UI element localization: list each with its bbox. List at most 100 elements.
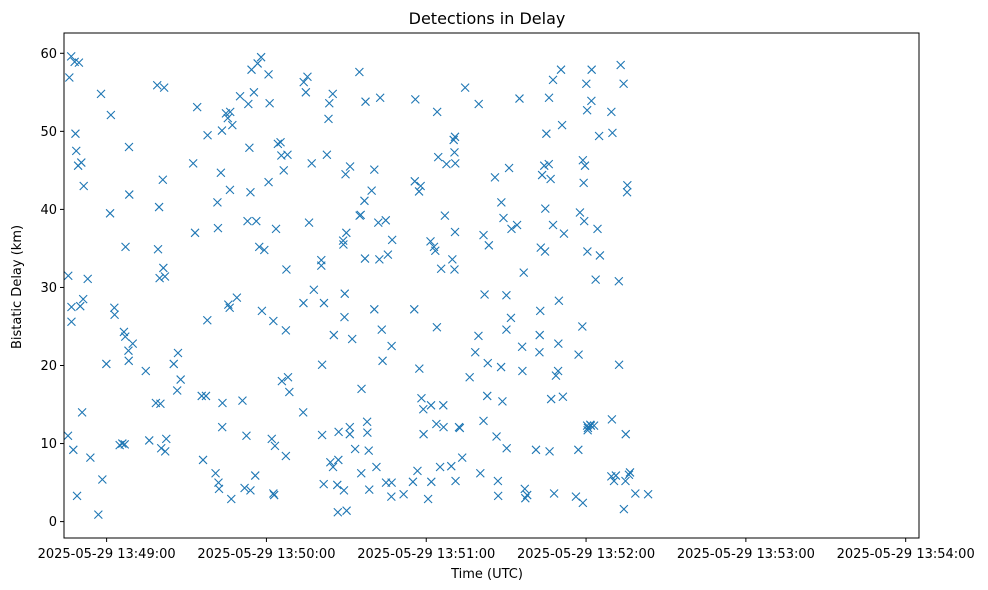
x-tick-label: 2025-05-29 13:53:00 (677, 547, 815, 562)
data-point (607, 414, 617, 424)
data-point (479, 230, 488, 240)
data-point (414, 364, 424, 374)
data-point (575, 208, 585, 217)
data-point (303, 72, 312, 82)
data-point (356, 210, 366, 220)
data-point (544, 93, 554, 103)
data-point (120, 439, 130, 449)
data-point (643, 489, 653, 499)
data-point (535, 330, 545, 340)
data-point (225, 107, 235, 117)
data-point (450, 227, 460, 237)
data-point (408, 477, 418, 487)
data-point (502, 325, 511, 334)
data-point (242, 431, 251, 441)
data-point (105, 208, 115, 218)
data-point (144, 436, 154, 445)
data-point (522, 490, 532, 500)
data-point (71, 146, 81, 156)
data-point (586, 96, 596, 106)
data-point (583, 425, 593, 435)
data-point (573, 445, 583, 455)
data-point (79, 181, 89, 191)
data-point (553, 366, 563, 376)
data-point (450, 132, 460, 142)
data-point (616, 60, 626, 70)
data-point (240, 483, 249, 493)
data-point (451, 476, 460, 486)
data-point (435, 462, 445, 472)
data-point (298, 407, 308, 417)
data-point (319, 298, 329, 308)
y-tick-label: 50 (40, 125, 57, 140)
data-point (106, 110, 116, 120)
data-point (160, 446, 170, 456)
data-point (433, 152, 443, 162)
data-point (124, 346, 133, 356)
data-point (227, 120, 237, 130)
data-point (614, 360, 624, 370)
data-point (438, 400, 448, 410)
data-point (479, 416, 488, 426)
data-point (153, 244, 163, 254)
data-point (299, 77, 309, 87)
data-point (75, 301, 85, 311)
data-point (283, 150, 292, 160)
data-point (169, 359, 179, 369)
data-point (78, 294, 88, 304)
data-point (537, 170, 547, 180)
data-point (432, 107, 442, 117)
data-point (345, 429, 355, 439)
data-point (625, 468, 635, 477)
data-point (369, 304, 379, 314)
data-point (426, 237, 435, 246)
data-point (546, 394, 556, 404)
data-point (559, 229, 569, 238)
data-point (450, 265, 459, 274)
data-point (345, 422, 355, 432)
data-point (490, 173, 500, 182)
data-point (578, 155, 588, 165)
data-point (341, 169, 350, 179)
data-point (549, 489, 559, 498)
x-axis-label: Time (UTC) (450, 567, 523, 582)
data-point (159, 83, 169, 93)
data-point (619, 504, 629, 514)
data-point (591, 275, 601, 285)
data-point (273, 139, 283, 149)
data-point (410, 94, 420, 104)
data-point (595, 251, 605, 260)
data-point (556, 65, 566, 75)
data-point (93, 510, 103, 519)
data-point (496, 362, 506, 372)
data-point (364, 485, 374, 494)
y-tick-label: 10 (40, 437, 57, 452)
data-point (250, 471, 260, 480)
data-point (624, 470, 634, 480)
data-point (482, 391, 492, 401)
data-point (63, 431, 73, 441)
data-point (281, 325, 291, 335)
data-point (201, 391, 211, 401)
data-point (577, 322, 587, 331)
data-point (413, 466, 422, 476)
data-point (621, 476, 630, 486)
data-point (156, 443, 166, 453)
data-point (256, 52, 266, 62)
data-point (279, 165, 289, 175)
data-point (558, 392, 568, 402)
y-axis-label: Bistatic Delay (km) (10, 225, 25, 349)
data-point (457, 453, 467, 462)
data-point (587, 65, 597, 75)
data-point (158, 263, 168, 273)
data-point (578, 498, 588, 508)
data-point (188, 158, 198, 168)
x-tick-label: 2025-05-29 13:52:00 (517, 547, 655, 562)
data-point (431, 419, 441, 429)
data-point (582, 247, 592, 256)
data-point (540, 247, 550, 256)
data-point (387, 235, 397, 245)
data-point (301, 87, 311, 97)
data-point (609, 476, 619, 486)
